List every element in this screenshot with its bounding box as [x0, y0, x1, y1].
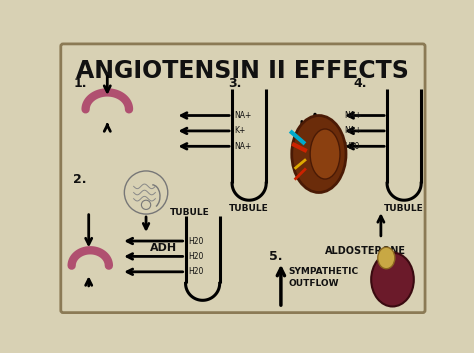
Text: NA+: NA+	[345, 126, 362, 136]
Text: TUBULE: TUBULE	[170, 208, 210, 217]
Text: K+: K+	[235, 126, 246, 136]
Text: 3.: 3.	[228, 77, 242, 90]
Text: H20: H20	[189, 267, 204, 276]
FancyBboxPatch shape	[61, 44, 425, 313]
Text: ALDOSTERONE: ALDOSTERONE	[325, 246, 406, 256]
Text: NA+: NA+	[235, 142, 252, 151]
Ellipse shape	[378, 247, 395, 269]
Text: ANGIOTENSIN II EFFECTS: ANGIOTENSIN II EFFECTS	[76, 59, 410, 83]
Text: ADH: ADH	[150, 243, 177, 252]
Ellipse shape	[310, 129, 340, 179]
Text: TUBULE: TUBULE	[229, 204, 269, 213]
Text: 4.: 4.	[354, 77, 367, 90]
Text: 2.: 2.	[73, 173, 87, 186]
Text: 5.: 5.	[268, 250, 282, 263]
Text: NA+: NA+	[345, 111, 362, 120]
Text: TUBULE: TUBULE	[384, 204, 424, 213]
Ellipse shape	[371, 252, 414, 306]
Text: H20: H20	[189, 252, 204, 261]
Text: NA+: NA+	[235, 111, 252, 120]
Text: 1.: 1.	[73, 77, 87, 90]
Text: H20: H20	[189, 237, 204, 246]
Text: SYMPATHETIC
OUTFLOW: SYMPATHETIC OUTFLOW	[289, 267, 359, 288]
Text: H20: H20	[345, 142, 360, 151]
Ellipse shape	[292, 115, 346, 192]
